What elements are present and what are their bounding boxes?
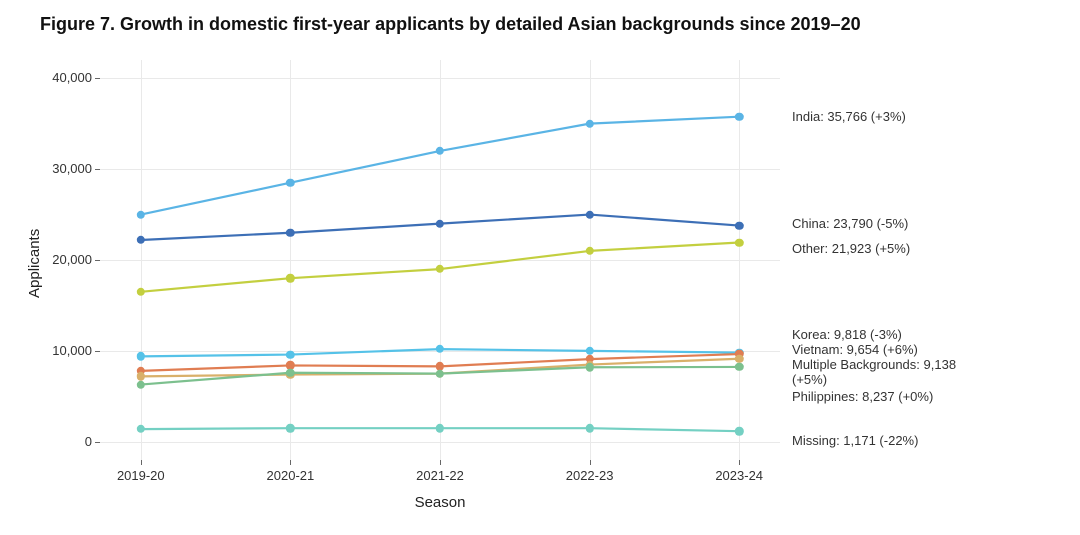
x-gridline: [290, 60, 291, 460]
series-point-india: [735, 112, 743, 120]
x-tick-label: 2019-20: [117, 468, 165, 483]
series-point-philippines: [585, 363, 593, 371]
series-point-philippines: [137, 380, 145, 388]
plot-area: [100, 60, 780, 460]
series-point-other: [585, 247, 593, 255]
x-tick-label: 2020-21: [267, 468, 315, 483]
series-point-other: [286, 274, 294, 282]
y-tick-mark: [95, 260, 100, 261]
series-label-korea: Korea: 9,818 (-3%): [792, 327, 902, 342]
y-tick-mark: [95, 169, 100, 170]
series-point-other: [735, 238, 743, 246]
x-tick-mark: [590, 460, 591, 465]
series-point-philippines: [735, 363, 743, 371]
series-point-china: [436, 219, 444, 227]
series-point-china: [585, 210, 593, 218]
series-point-multiple: [137, 372, 145, 380]
y-tick-mark: [95, 442, 100, 443]
series-point-missing: [735, 427, 743, 435]
y-tick-label: 40,000: [32, 70, 92, 85]
series-point-korea: [286, 350, 294, 358]
x-gridline: [440, 60, 441, 460]
series-point-missing: [585, 424, 593, 432]
figure-container: Figure 7. Growth in domestic first-year …: [0, 0, 1080, 535]
y-tick-label: 20,000: [32, 252, 92, 267]
y-tick-label: 10,000: [32, 343, 92, 358]
series-point-india: [286, 179, 294, 187]
y-tick-mark: [95, 351, 100, 352]
series-point-china: [137, 236, 145, 244]
series-point-korea: [585, 347, 593, 355]
series-point-korea: [137, 352, 145, 360]
series-point-korea: [436, 345, 444, 353]
x-tick-label: 2022-23: [566, 468, 614, 483]
series-point-philippines: [436, 369, 444, 377]
series-point-missing: [286, 424, 294, 432]
series-point-other: [436, 265, 444, 273]
series-point-india: [585, 119, 593, 127]
series-label-other: Other: 21,923 (+5%): [792, 241, 910, 256]
series-point-china: [286, 229, 294, 237]
series-label-vietnam: Vietnam: 9,654 (+6%): [792, 342, 918, 357]
series-label-philippines: Philippines: 8,237 (+0%): [792, 389, 933, 404]
x-tick-mark: [440, 460, 441, 465]
series-label-india: India: 35,766 (+3%): [792, 109, 906, 124]
x-tick-label: 2021-22: [416, 468, 464, 483]
series-point-india: [436, 147, 444, 155]
y-tick-label: 30,000: [32, 161, 92, 176]
x-tick-mark: [141, 460, 142, 465]
x-axis-label: Season: [400, 494, 480, 511]
x-gridline: [141, 60, 142, 460]
series-label-missing: Missing: 1,171 (-22%): [792, 433, 918, 448]
y-tick-label: 0: [32, 434, 92, 449]
series-label-multiple: Multiple Backgrounds: 9,138 (+5%): [792, 357, 956, 387]
series-point-china: [735, 221, 743, 229]
series-point-missing: [436, 424, 444, 432]
series-point-multiple: [735, 355, 743, 363]
figure-title: Figure 7. Growth in domestic first-year …: [40, 14, 861, 35]
series-point-other: [137, 288, 145, 296]
x-tick-mark: [290, 460, 291, 465]
series-label-china: China: 23,790 (-5%): [792, 216, 908, 231]
y-tick-mark: [95, 78, 100, 79]
x-tick-label: 2023-24: [715, 468, 763, 483]
series-point-india: [137, 210, 145, 218]
x-tick-mark: [739, 460, 740, 465]
series-point-missing: [137, 425, 145, 433]
